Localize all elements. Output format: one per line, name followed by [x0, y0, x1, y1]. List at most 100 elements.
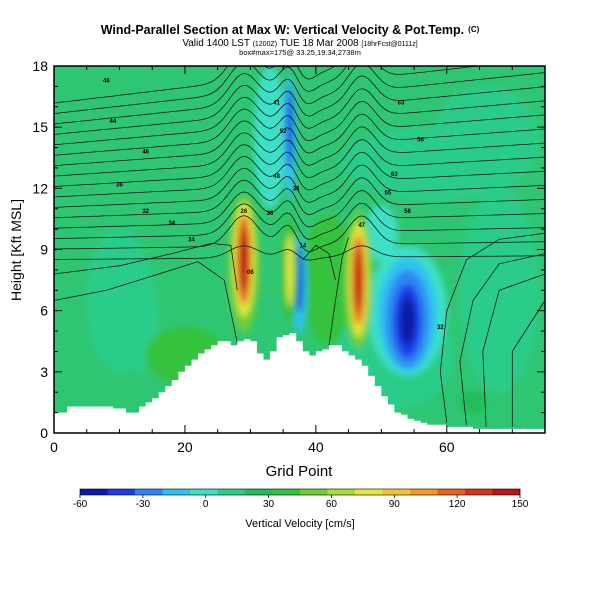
colorbar-segment [410, 489, 438, 495]
theta-contour [302, 244, 336, 281]
theta-contour [511, 300, 545, 427]
theta-contour [54, 215, 545, 253]
colorbar-segment [437, 489, 466, 495]
y-tick-label: 12 [32, 180, 48, 196]
contour-label: 56 [417, 137, 424, 143]
theta-contour [54, 245, 545, 261]
y-tick-label: 18 [32, 58, 48, 74]
theta-contour [54, 66, 545, 125]
x-tick-label: 20 [177, 439, 193, 455]
y-axis-label: Height [Kft MSL] [8, 199, 24, 301]
colorbar-tick-label: -60 [73, 499, 88, 510]
theta-contour [54, 113, 545, 167]
chart-title: Wind-Parallel Section at Max W: Vertical… [101, 23, 480, 37]
contour-label: 63 [398, 101, 405, 107]
theta-contour [439, 232, 545, 423]
theta-contour [54, 126, 545, 177]
colorbar-tick-label: 120 [449, 499, 466, 510]
colorbar-tick-label: 60 [326, 499, 338, 510]
colorbar-segment [107, 489, 136, 495]
colorbar-segment [245, 489, 273, 495]
contour-label: 55 [385, 190, 392, 196]
colorbar-frame [79, 488, 521, 496]
contour-label: 41 [273, 101, 280, 107]
velocity-blob [364, 204, 398, 262]
colorbar-segment [80, 489, 108, 495]
velocity-blob [253, 66, 287, 209]
colorbar-segment [327, 489, 356, 495]
theta-contour [54, 66, 336, 104]
colorbar-label: Vertical Velocity [cm/s] [245, 518, 354, 530]
theta-contours [54, 66, 545, 427]
contour-label: 34 [188, 237, 195, 243]
terrain [54, 333, 545, 433]
velocity-blob [240, 227, 248, 293]
contour-label: 06 [247, 270, 254, 276]
y-tick-label: 9 [40, 242, 48, 258]
theta-contour [328, 237, 349, 346]
theta-contour [54, 75, 545, 135]
contour-label: 32 [437, 325, 444, 331]
y-tick-label: 6 [40, 303, 48, 319]
y-tick-label: 15 [32, 119, 48, 135]
colorbar-segment [162, 489, 191, 495]
colorbar-tick-label: -30 [136, 499, 151, 510]
contour-label: 36 [267, 211, 274, 217]
axes: 0 20 40 60 0 36 9 12 15 18 [32, 58, 546, 455]
contour-label: 52 [280, 129, 287, 135]
chart-subtitle: Valid 1400 LST (1200Z) TUE 18 Mar 2008 [… [182, 38, 417, 49]
theta-contour [54, 151, 545, 198]
theta-contour [54, 190, 545, 229]
velocity-blob [399, 296, 416, 346]
colorbar-tick-label: 150 [512, 499, 529, 510]
contour-label: 14 [299, 243, 306, 249]
colorbar-segment [300, 489, 328, 495]
colorbar-segment [190, 489, 218, 495]
colorbar-tick-label: 90 [389, 499, 401, 510]
colorbar-tick-label: 30 [263, 499, 275, 510]
colorbar: -60 -30 0 30 60 90 120 150 [73, 488, 529, 510]
velocity-blob [355, 249, 362, 311]
y-tick-label: 0 [40, 425, 48, 441]
x-tick-label: 60 [439, 439, 455, 455]
velocity-blob [286, 86, 294, 168]
theta-contour [54, 88, 545, 146]
contour-label: 47 [358, 223, 365, 229]
colorbar-tick-label: 0 [203, 499, 209, 510]
x-tick-label: 40 [308, 439, 324, 455]
contour-label: 26 [241, 209, 248, 215]
x-tick-label: 0 [50, 439, 58, 455]
colorbar-segment [217, 489, 246, 495]
contour-label: 46 [103, 78, 110, 84]
theta-contour [54, 164, 545, 208]
theta-contour [54, 202, 545, 240]
theta-contour [54, 101, 545, 156]
contour-label: 36 [293, 186, 300, 192]
velocity-blob [285, 233, 294, 307]
contour-label: 44 [110, 119, 117, 125]
theta-contour [54, 243, 238, 291]
contour-label: 36 [116, 182, 123, 188]
theta-contour [54, 139, 545, 187]
colorbar-segment [492, 489, 521, 495]
theta-contour [459, 253, 545, 425]
x-axis-label: Grid Point [266, 463, 334, 480]
chart-subtitle-box: box#max=175@ 33.25,19.34,2738m [239, 48, 361, 57]
contour-label: 48 [273, 174, 280, 180]
velocity-blob [302, 214, 356, 346]
theta-contour [482, 273, 545, 427]
velocity-blob [459, 390, 487, 415]
theta-contour [54, 66, 482, 114]
colorbar-segment [355, 489, 383, 495]
plot-area: 46 44 46 36 32 34 34 41 52 48 36 36 26 14 06 47 63 56 63 55… [54, 66, 545, 433]
theta-contour [54, 177, 545, 219]
colorbar-segment [272, 489, 301, 495]
contour-label: 46 [142, 150, 149, 156]
contour-label: 56 [404, 209, 411, 215]
colorbar-segment [135, 489, 163, 495]
theta-contour-labels: 46 44 46 36 32 34 34 41 52 48 36 36 26 14 06 47 63 56 63 55… [103, 78, 444, 331]
contour-label: 34 [168, 221, 175, 227]
velocity-blob [433, 86, 539, 189]
